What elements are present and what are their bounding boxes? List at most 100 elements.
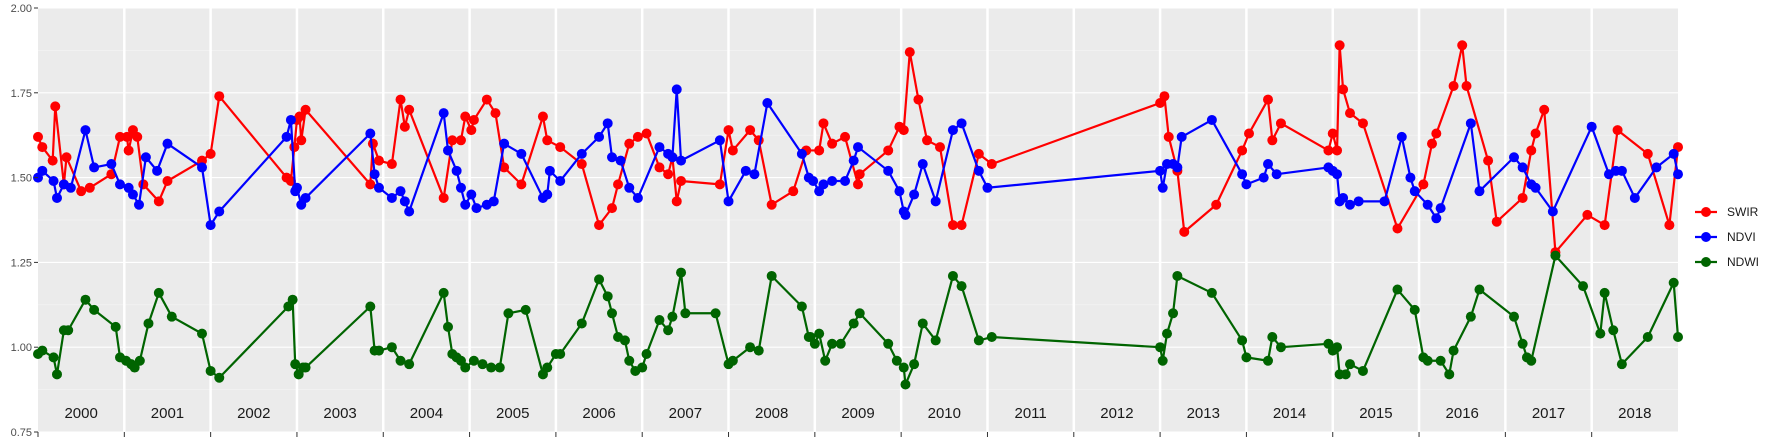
ndwi-point xyxy=(214,372,225,383)
ndvi-point xyxy=(1422,199,1433,210)
ndvi-point xyxy=(667,152,678,163)
year-label: 2004 xyxy=(410,405,443,422)
ndwi-point xyxy=(753,345,764,356)
ndwi-point xyxy=(395,355,406,366)
swir-point xyxy=(883,145,894,156)
ndvi-point xyxy=(140,152,151,163)
ndvi-point xyxy=(1673,169,1683,180)
swir-point xyxy=(1327,128,1338,139)
ndwi-point xyxy=(796,301,807,312)
swir-point xyxy=(1599,220,1610,231)
ndwi-point xyxy=(900,379,911,390)
swir-point xyxy=(1664,220,1675,231)
ndwi-point xyxy=(1509,311,1519,322)
swir-point xyxy=(50,101,61,112)
y-tick-label: 1.00 xyxy=(11,342,32,354)
ndvi-point xyxy=(1157,182,1168,193)
ndvi-point xyxy=(89,162,100,173)
ndwi-point xyxy=(555,348,566,359)
swir-point xyxy=(663,169,674,180)
year-labels: 2000 2001 2002 2003 2004 2005 2006 2007 2008 2009… xyxy=(64,405,1651,422)
swir-point xyxy=(455,135,466,146)
ndvi-point xyxy=(291,182,302,193)
ndwi-point xyxy=(667,311,678,322)
ndvi-point xyxy=(982,182,993,193)
ndvi-point xyxy=(1629,192,1640,203)
ndvi-point xyxy=(1176,131,1187,142)
year-label: 2015 xyxy=(1359,405,1392,422)
swir-point xyxy=(745,125,756,136)
ndvi-point xyxy=(848,155,859,166)
ndvi-point xyxy=(127,189,138,200)
swir-point xyxy=(1357,118,1368,129)
ndwi-point xyxy=(727,355,738,366)
ndwi-point xyxy=(1435,355,1446,366)
swir-point xyxy=(594,220,605,231)
swir-point xyxy=(300,104,311,115)
y-tick-label: 0.75 xyxy=(11,427,32,439)
swir-point xyxy=(788,186,799,197)
ndvi-point xyxy=(602,118,613,129)
ndwi-point xyxy=(1241,352,1252,363)
swir-point xyxy=(33,131,43,142)
ndwi-point xyxy=(947,270,958,281)
ndvi-point xyxy=(162,138,173,149)
year-label: 2006 xyxy=(582,405,615,422)
ndvi-point xyxy=(1206,114,1217,125)
ndwi-point xyxy=(594,274,605,285)
ndwi-point xyxy=(287,294,298,305)
ndvi-point xyxy=(80,125,91,136)
ndwi-point xyxy=(1444,369,1455,380)
ndvi-point xyxy=(542,189,553,200)
ndwi-point xyxy=(110,321,121,332)
swir-point xyxy=(840,131,851,142)
ndwi-point xyxy=(542,362,553,373)
ndwi-point xyxy=(663,325,674,336)
ndvi-point xyxy=(1237,169,1248,180)
ndvi-point xyxy=(1530,182,1541,193)
swir-point xyxy=(766,199,777,210)
swir-point xyxy=(153,196,164,207)
swir-point xyxy=(365,179,376,190)
ndwi-point xyxy=(438,287,449,298)
ndvi-point xyxy=(632,192,643,203)
ndwi-point xyxy=(1162,328,1173,339)
ndwi-point xyxy=(494,362,505,373)
ndvi-point xyxy=(395,186,406,197)
ndvi-point xyxy=(607,152,617,163)
ndvi-point xyxy=(714,135,725,146)
ndwi-legend-key-point xyxy=(1701,257,1711,267)
swir-point xyxy=(404,104,415,115)
ndwi-point xyxy=(143,318,154,329)
ndwi-point xyxy=(956,281,967,292)
ndvi-point xyxy=(51,192,62,203)
swir-point xyxy=(1427,138,1437,149)
swir-point xyxy=(1211,199,1222,210)
ndwi-point xyxy=(404,359,415,370)
swir-point xyxy=(367,138,378,149)
ndvi-point xyxy=(373,182,384,193)
ndwi-point xyxy=(1357,365,1368,376)
ndvi-point xyxy=(917,159,928,170)
ndwi-point xyxy=(300,362,311,373)
ndwi-point xyxy=(129,362,140,373)
ndwi-point xyxy=(386,342,397,353)
ndvi-point xyxy=(624,182,635,193)
ndvi-point xyxy=(1586,121,1597,132)
ndvi-point xyxy=(451,165,462,176)
ndvi-point xyxy=(909,189,920,200)
ndvi-point xyxy=(818,179,829,190)
swir-point xyxy=(1159,91,1170,102)
ndvi-point xyxy=(115,179,125,190)
year-label: 2010 xyxy=(928,405,961,422)
swir-point xyxy=(1612,125,1623,136)
ndvi-point xyxy=(671,84,682,95)
ndwi-point xyxy=(624,355,635,366)
ndwi-point xyxy=(1237,335,1248,346)
ndwi-point xyxy=(460,362,471,373)
ndvi-point xyxy=(973,165,984,176)
swir-point xyxy=(373,155,384,166)
ndwi-point xyxy=(710,308,721,319)
ndvi-point xyxy=(544,165,555,176)
ndwi-point xyxy=(883,338,894,349)
